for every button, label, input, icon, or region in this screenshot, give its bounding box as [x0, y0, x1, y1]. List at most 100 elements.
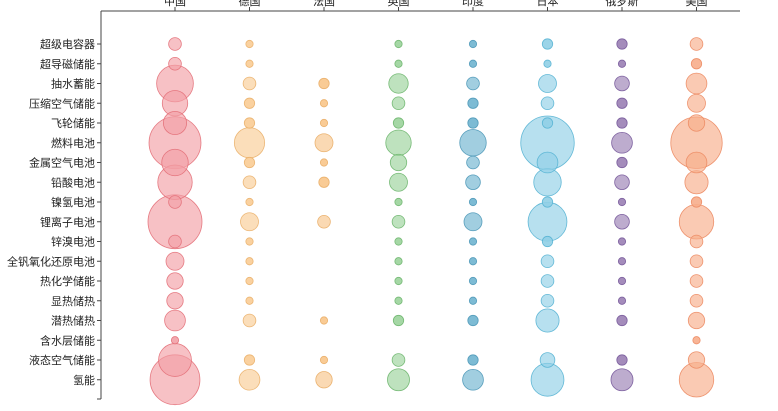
bubble-point [242, 175, 257, 190]
bubble-point [245, 237, 254, 246]
x-tick-label: 美国 [686, 0, 708, 8]
bubbles [147, 37, 723, 406]
y-tick-label: 锂离子电池 [40, 215, 95, 229]
bubble-point [315, 371, 333, 389]
bubble-point [240, 212, 259, 232]
bubble-point [319, 355, 329, 365]
bubble-point [530, 362, 565, 397]
bubble-point [158, 343, 192, 377]
bubble-point [168, 195, 182, 209]
bubble-point [610, 368, 634, 392]
bubble-point [614, 174, 630, 190]
bubble-point [689, 274, 704, 288]
bubble-point [389, 172, 408, 192]
bubble-point [616, 314, 628, 327]
bubble-point [319, 316, 329, 325]
y-tick-label: 超级电容器 [40, 37, 95, 51]
y-tick-label: 含水层储能 [40, 333, 95, 347]
bubble-point [467, 354, 479, 366]
bubble-point [319, 158, 329, 167]
bubble-point [243, 97, 256, 109]
bubble-point [245, 59, 254, 68]
bubble-point [689, 234, 704, 249]
bubble-point [466, 155, 480, 170]
bubble-point [168, 56, 182, 71]
y-tick-label: 热化学储能 [40, 274, 95, 288]
bubble-point [463, 212, 483, 232]
bubble-point [540, 254, 555, 269]
bubble-point [238, 368, 261, 391]
y-tick-label: 燃料电池 [51, 136, 95, 150]
x-tick-label: 德国 [239, 0, 261, 8]
bubble-point [468, 257, 478, 266]
bubble-point [394, 39, 403, 49]
y-tick-label: 飞轮储能 [51, 116, 95, 130]
bubble-point [166, 292, 184, 310]
bubble-point [541, 38, 554, 50]
x-tick-label: 法国 [313, 0, 335, 8]
bubble-point [543, 59, 552, 68]
y-tick-label: 铅酸电池 [51, 175, 95, 189]
bubble-point [394, 276, 403, 286]
bubble-point [161, 148, 189, 177]
bubble-point [466, 76, 480, 91]
bubble-point [616, 97, 628, 109]
bubble-point [242, 76, 257, 91]
bubble-point [394, 59, 403, 68]
bubble-point [319, 118, 329, 128]
bubble-point [468, 276, 478, 286]
bubble-point [617, 59, 627, 68]
axes [97, 7, 740, 400]
labels: 中国 德国 法国 英国 印度 日本 俄罗斯 美国超级电容器超导磁储能抽水蓄能压缩空气储能飞轮储… [7, 0, 708, 387]
bubble-point [611, 131, 633, 154]
y-tick-label: 抽水蓄能 [51, 77, 95, 91]
bubble-point [318, 176, 330, 188]
bubble-point [392, 117, 405, 129]
y-tick-label: 液态空气储能 [29, 353, 95, 367]
bubble-point [614, 213, 630, 230]
bubble-point [689, 293, 704, 308]
bubble-point [687, 114, 706, 132]
bubble-point [468, 237, 478, 246]
bubble-point [391, 214, 406, 229]
bubble-point [468, 296, 478, 305]
bubble-point [687, 351, 706, 369]
bubble-point [616, 38, 628, 50]
bubble-point [687, 93, 706, 113]
bubble-point [318, 77, 330, 90]
bubble-point [616, 354, 628, 366]
bubble-point [245, 197, 254, 207]
bubble-point [243, 354, 256, 366]
bubble-point [162, 110, 188, 136]
bubble-point [389, 153, 408, 172]
bubble-point [319, 99, 329, 108]
bubble-point [616, 117, 628, 129]
bubble-point [617, 237, 627, 246]
bubble-point [541, 235, 554, 248]
x-tick-label: 日本 [537, 0, 559, 8]
y-tick-label: 金属空气电池 [29, 156, 95, 170]
bubble-point [540, 293, 555, 308]
bubble-point [245, 276, 254, 286]
bubble-point [617, 197, 627, 207]
bubble-point [467, 97, 479, 109]
y-tick-label: 压缩空气储能 [29, 96, 95, 110]
bubble-point [245, 257, 254, 266]
bubble-point [317, 214, 331, 229]
bubble-point [535, 308, 560, 333]
bubble-point [314, 133, 334, 153]
bubble-point [166, 272, 184, 290]
bubble-point [468, 59, 478, 68]
bubble-point [616, 156, 628, 169]
bubble-point [164, 309, 186, 332]
bubble-point [233, 127, 266, 159]
bubble-point [690, 58, 703, 70]
bubble-point [685, 72, 708, 95]
bubble-point [170, 336, 180, 345]
bubble-point [540, 274, 555, 288]
bubble-point [394, 296, 403, 305]
bubble-point [459, 129, 487, 157]
bubble-point [617, 276, 627, 286]
bubble-point [614, 75, 630, 92]
bubble-point [527, 201, 568, 242]
